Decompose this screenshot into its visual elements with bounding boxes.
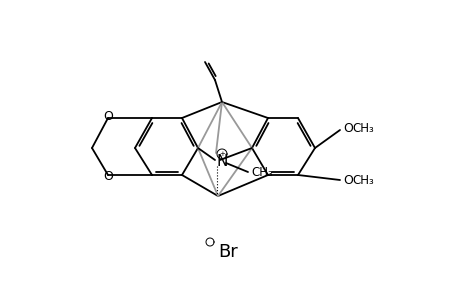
Text: O: O [342, 122, 352, 136]
Text: CH₃: CH₃ [351, 175, 373, 188]
Text: Br: Br [218, 243, 237, 261]
Text: N: N [216, 154, 227, 169]
Text: CH₃: CH₃ [351, 122, 373, 136]
Text: O: O [103, 169, 113, 182]
Text: O: O [103, 110, 113, 124]
Text: O: O [342, 175, 352, 188]
Text: +: + [218, 151, 224, 157]
Text: CH₃: CH₃ [251, 167, 272, 179]
